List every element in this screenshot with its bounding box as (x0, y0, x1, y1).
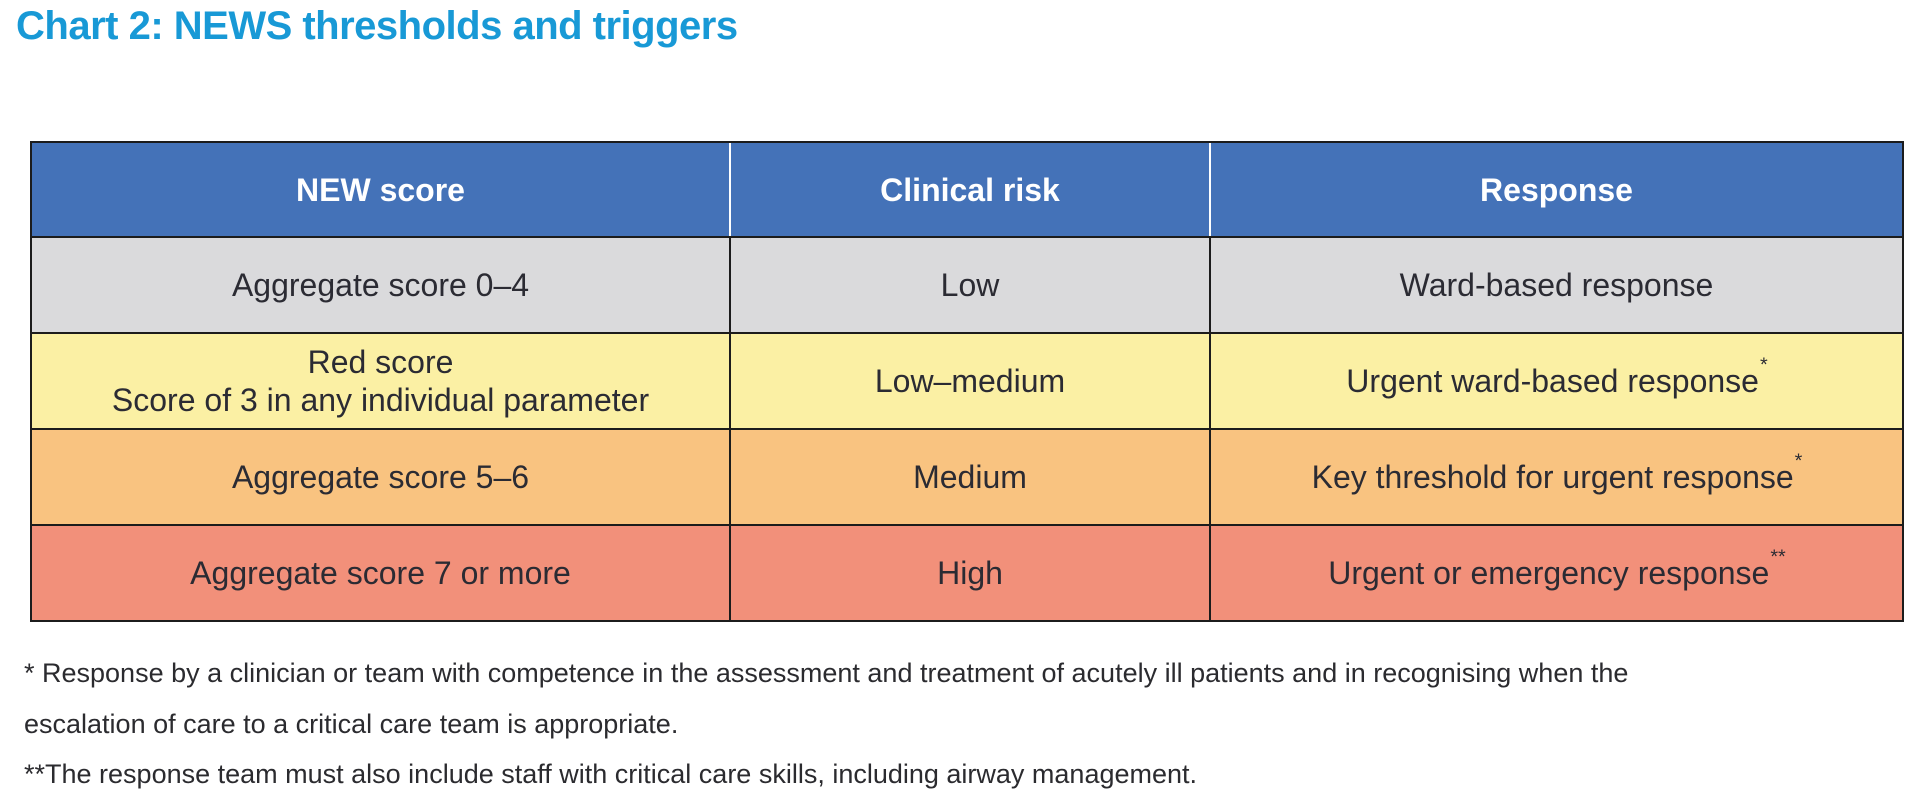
table-row-medium: Aggregate score 5–6 Medium Key threshold… (32, 428, 1902, 524)
footnotes: * Response by a clinician or team with c… (24, 648, 1904, 798)
footnote-marker: * (1759, 354, 1768, 377)
score-cell: Aggregate score 7 or more (32, 526, 729, 620)
news-thresholds-table: NEW score Clinical risk Response Aggrega… (30, 141, 1904, 622)
header-new-score: NEW score (296, 171, 465, 208)
response-cell: Key threshold for urgent response* (1209, 430, 1902, 524)
footnote-marker: * (1794, 450, 1803, 473)
footnote-double-asterisk: **The response team must also include st… (24, 759, 1198, 789)
footnote-single-asterisk-line2: escalation of care to a critical care te… (24, 709, 679, 739)
score-line: Score of 3 in any individual parameter (111, 382, 650, 418)
response-cell: Urgent ward-based response* (1209, 334, 1902, 428)
table-row-low: Aggregate score 0–4 Low Ward-based respo… (32, 236, 1902, 332)
risk-cell: Low–medium (729, 334, 1209, 428)
footnote-single-asterisk-line1: * Response by a clinician or team with c… (24, 658, 1629, 688)
table-header-row: NEW score Clinical risk Response (32, 143, 1902, 236)
risk-cell: Low (729, 238, 1209, 332)
table-row-high: Aggregate score 7 or more High Urgent or… (32, 524, 1902, 620)
header-clinical-risk: Clinical risk (729, 143, 1209, 236)
score-line: Red score (307, 344, 454, 380)
header-response: Response (1209, 143, 1902, 236)
risk-cell: High (729, 526, 1209, 620)
page-title: Chart 2: NEWS thresholds and triggers (16, 4, 738, 48)
response-text: Urgent or emergency response** (1328, 546, 1786, 591)
response-cell: Ward-based response (1209, 238, 1902, 332)
score-cell: Aggregate score 5–6 (32, 430, 729, 524)
footnote-marker: ** (1770, 546, 1786, 569)
response-text: Ward-based response (1399, 267, 1714, 303)
response-cell: Urgent or emergency response** (1209, 526, 1902, 620)
response-text: Key threshold for urgent response* (1311, 450, 1803, 495)
response-text: Urgent ward-based response* (1346, 354, 1768, 399)
score-line: Aggregate score 5–6 (231, 459, 530, 495)
table-row-low-medium: Red score Score of 3 in any individual p… (32, 332, 1902, 428)
score-line: Aggregate score 7 or more (190, 555, 571, 591)
score-cell: Red score Score of 3 in any individual p… (32, 334, 729, 428)
risk-cell: Medium (729, 430, 1209, 524)
score-cell: Aggregate score 0–4 (32, 238, 729, 332)
score-line: Aggregate score 0–4 (231, 267, 530, 303)
